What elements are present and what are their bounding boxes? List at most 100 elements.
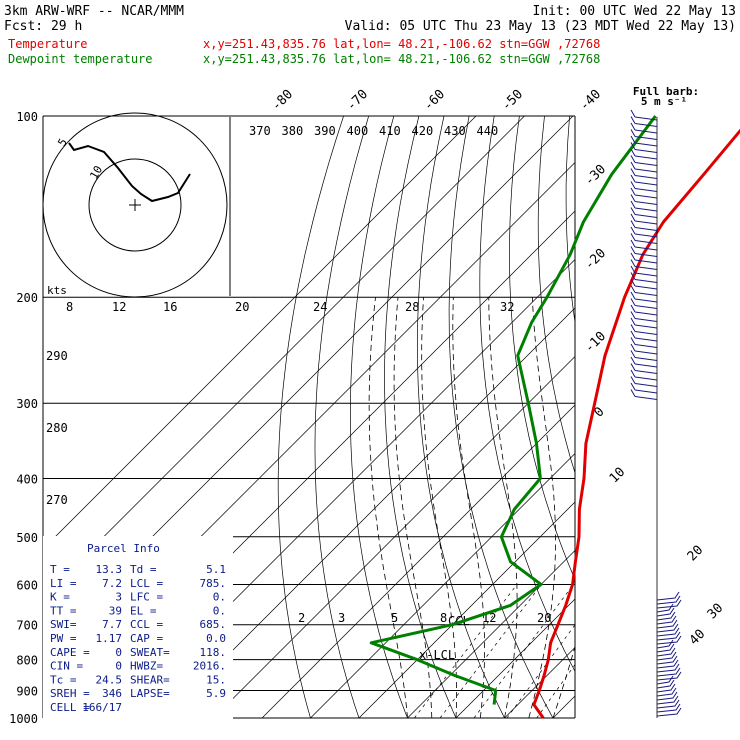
wind-barb (630, 304, 658, 316)
hodograph-background (44, 117, 230, 295)
hodograph-unit: kts (47, 284, 67, 297)
moist-adiabat (577, 297, 659, 718)
wind-barb (630, 369, 658, 381)
isotherm-line (699, 116, 740, 718)
wind-barbs (630, 109, 682, 718)
parcel-info-key: LCL = (130, 577, 163, 590)
theta-label-top: 380 (282, 124, 304, 138)
wind-barb (630, 337, 658, 348)
parcel-info-panel: Parcel Info T = 13.3 Td = 5.1 LI = 7.2 LCL = 78… (43, 536, 233, 724)
wind-barb (630, 207, 658, 218)
parcel-info-key: CAP = (130, 632, 163, 645)
wind-barb (656, 707, 682, 717)
mixing-ratio-label: 24 (313, 300, 327, 314)
wind-barb (656, 647, 676, 657)
parcel-info-key: SWI= (50, 618, 77, 631)
parcel-info-value: 7.2 (102, 577, 122, 590)
wind-barb (630, 265, 658, 277)
wind-barb (630, 181, 658, 192)
wind-barb (630, 200, 658, 212)
hodograph-ring-label: 10 (87, 164, 105, 182)
parcel-info-value: 0 (115, 660, 122, 673)
moist-adiabat (552, 644, 575, 718)
parcel-info-value: 166/17 (82, 701, 122, 714)
pressure-label: 700 (16, 619, 38, 633)
dewpoint-station-info: x,y=251.43,835.76 lat,lon= 48.21,-106.62… (203, 52, 600, 66)
parcel-info-key: LI = (50, 577, 77, 590)
moist-adiabat (421, 297, 457, 718)
parcel-info-value: 1.17 (96, 632, 123, 645)
wind-barb (656, 599, 682, 609)
theta-label-top: 390 (314, 124, 336, 138)
temperature-legend: Temperature (8, 37, 87, 51)
valid-time: Valid: 05 UTC Thu 23 May 13 (23 MDT Wed … (345, 19, 736, 34)
wind-barb (656, 691, 678, 701)
wind-barb (656, 655, 678, 665)
pressure-label: 300 (16, 397, 38, 411)
wind-barb (630, 194, 658, 205)
parcel-info-key: EL = (130, 604, 157, 617)
isotherm-line (602, 116, 740, 718)
mixing-ratio-label: 32 (500, 300, 514, 314)
dry-adiabat (277, 116, 344, 718)
pressure-label: 100 (16, 110, 38, 124)
wind-barb (630, 239, 658, 251)
wind-barb (630, 116, 658, 127)
hodograph-ring-outer (42, 112, 228, 298)
wind-barb (656, 595, 681, 605)
isotherm-label-right: 40 (687, 627, 709, 649)
theta-label-top: 440 (477, 124, 499, 138)
hodograph-origin (129, 199, 141, 211)
wind-barb (656, 619, 678, 629)
wind-barb (630, 324, 658, 335)
wind-barb (656, 611, 676, 621)
barb-legend-unit: 5 m s⁻¹ (641, 95, 687, 108)
isotherm-line (358, 501, 575, 718)
theta-label-left: 290 (46, 349, 68, 363)
isotherm-line (650, 116, 740, 718)
dry-adiabat (720, 116, 740, 731)
wind-barb (630, 213, 658, 225)
wind-barb (630, 350, 658, 361)
parcel-info-key: T = (50, 563, 70, 576)
wind-barb (656, 623, 679, 633)
wind-barb (630, 259, 658, 270)
moist-adiabat (528, 297, 557, 718)
wind-barb (630, 161, 658, 173)
parcel-info-key: CCL = (130, 618, 163, 631)
mixing-ratio-line (536, 663, 575, 718)
wind-barb (630, 376, 658, 387)
mixing-ratio-label: 8 (66, 300, 73, 314)
wind-barb (656, 667, 681, 677)
parcel-info-value: 5.9 (206, 687, 226, 700)
parcel-info-key: TT = (50, 604, 77, 617)
mixing-ratio-line (506, 624, 575, 718)
wind-barb (630, 129, 658, 140)
model-title: 3km ARW-WRF -- NCAR/MMM (4, 4, 184, 19)
theta-label-left: 280 (46, 421, 68, 435)
wind-barb (630, 311, 658, 322)
wind-barb (630, 330, 658, 342)
moist-adiabat (626, 297, 740, 718)
wind-barb (630, 122, 658, 134)
wind-barb (630, 363, 658, 374)
mixing-ratio-line (473, 584, 574, 718)
parcel-info-value: 0.0 (206, 632, 226, 645)
mixing-ratio-label-low: 20 (537, 611, 551, 625)
isotherm-label-top: -60 (421, 87, 448, 114)
mixing-ratio-label: 16 (163, 300, 177, 314)
isotherm-line (164, 307, 575, 718)
sounding-profiles (369, 115, 740, 719)
theta-label-top: 370 (249, 124, 271, 138)
wind-barb (656, 679, 675, 689)
dry-adiabat (479, 116, 575, 673)
pressure-label: 1000 (9, 712, 38, 726)
wind-barb (630, 135, 658, 147)
mixing-ratio-label-low: 8 (440, 611, 447, 625)
isotherm-line (504, 647, 575, 718)
skewed-lines (43, 116, 740, 731)
parcel-info-key: Td = (130, 563, 157, 576)
wind-barb (656, 675, 674, 685)
theta-label-top: 430 (444, 124, 466, 138)
mixing-ratio-label-low: 2 (298, 611, 305, 625)
